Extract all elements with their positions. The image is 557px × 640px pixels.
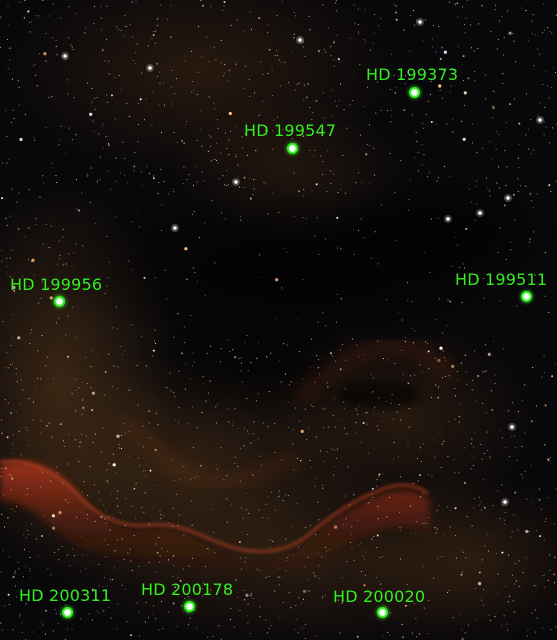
star-label: HD 199373 (366, 65, 459, 84)
star-label: HD 200178 (141, 580, 234, 599)
star-label: HD 200020 (333, 587, 426, 606)
star-label: HD 199547 (244, 121, 337, 140)
star-marker-icon (184, 601, 195, 612)
star-label: HD 200311 (19, 586, 112, 605)
star-marker-icon (521, 291, 532, 302)
star-marker-icon (54, 296, 65, 307)
star-label: HD 199956 (10, 275, 103, 294)
star-marker-icon (62, 607, 73, 618)
star-marker-icon (377, 607, 388, 618)
star-marker-icon (409, 87, 420, 98)
star-label: HD 199511 (455, 270, 548, 289)
star-marker-icon (287, 143, 298, 154)
